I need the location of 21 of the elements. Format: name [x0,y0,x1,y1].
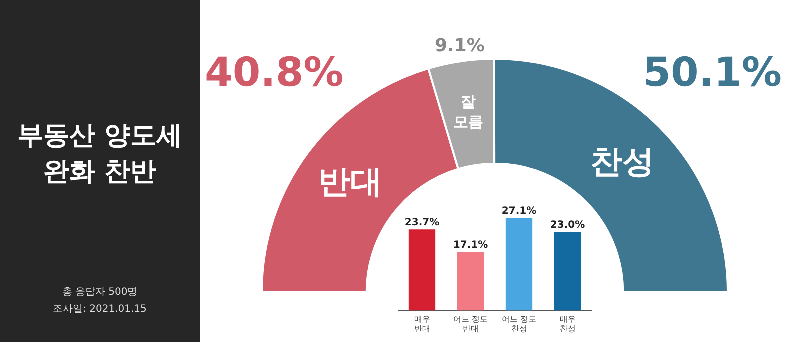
data-label: 23.0% [550,220,586,231]
x-tick-label: 매우 반대 [414,314,430,334]
data-label: 23.7% [404,218,440,229]
bar [457,252,484,311]
x-tick-label: 매우 찬성 [560,314,576,334]
bar [506,218,533,311]
data-label: 27.1% [502,206,537,217]
slice-label: 찬성 [590,142,654,180]
slice-label: 반대 [318,162,382,200]
slice-label: 잘 모름 [454,93,484,132]
text: 부동산 양도세 완화 찬반 [16,120,184,189]
bar [554,232,582,311]
data-label: 17.1% [453,240,488,252]
data-label: 9.1% [434,36,485,57]
x-tick-label: 어느 정도 반대 [454,314,488,334]
x-tick-label: 어느 정도 찬성 [502,314,536,334]
text: 총 응답자 500명 [61,286,139,299]
data-label: 40.8% [205,50,344,96]
text: 조사일: 2021.01.15 [52,303,148,316]
bar [408,230,436,311]
data-label: 50.1% [643,50,782,96]
